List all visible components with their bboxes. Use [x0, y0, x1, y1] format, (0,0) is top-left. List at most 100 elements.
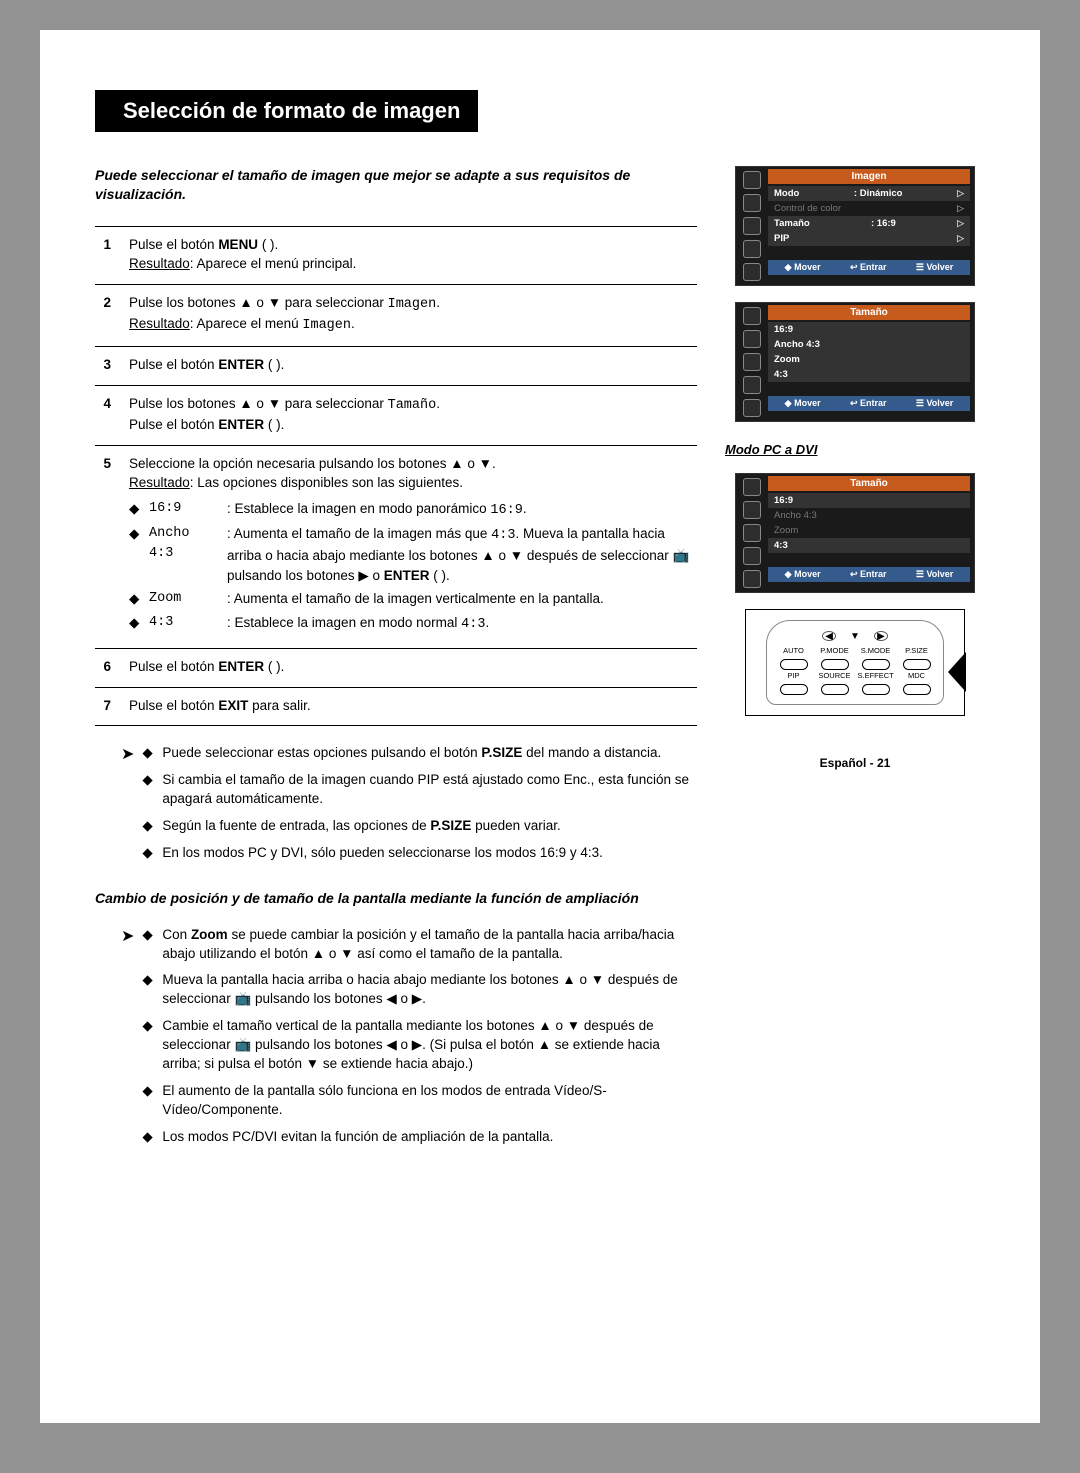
- osd-line: Ancho 4:3: [768, 508, 970, 523]
- osd-icon: [743, 353, 761, 371]
- step-body: Seleccione la opción necesaria pulsando …: [129, 454, 697, 639]
- step-number: 7: [95, 696, 111, 716]
- remote-button: [903, 684, 931, 695]
- tip-item: ◆Si cambia el tamaño de la imagen cuando…: [142, 771, 697, 809]
- step-7: 7 Pulse el botón EXIT para salir.: [95, 687, 697, 726]
- osd-line: Tamaño: 16:9▷: [768, 216, 970, 231]
- remote-button: [780, 659, 808, 670]
- steps-list: 1 Pulse el botón MENU ( ). Resultado: Ap…: [95, 226, 697, 727]
- osd-icon: [743, 570, 761, 588]
- osd-icon: [743, 263, 761, 281]
- tip-marker: ➤: [121, 744, 134, 870]
- right-column: Imagen Modo: Dinámico▷ Control de color▷…: [725, 166, 985, 1155]
- step-number: 6: [95, 657, 111, 677]
- osd-icon: [743, 240, 761, 258]
- option-zoom: ◆ Zoom : Aumenta el tamaño de la imagen …: [129, 589, 697, 609]
- osd-body: Tamaño 16:9 Ancho 4:3 Zoom 4:3 ◆ Mover ↩…: [766, 305, 972, 419]
- step-body: Pulse el botón ENTER ( ).: [129, 355, 697, 375]
- step-number: 2: [95, 293, 111, 336]
- remote-row1-labels: AUTO P.MODE S.MODE P.SIZE: [773, 646, 937, 655]
- dvi-caption: Modo PC a DVI: [725, 442, 817, 457]
- osd-body: Imagen Modo: Dinámico▷ Control de color▷…: [766, 169, 972, 283]
- remote-row1-buttons: [773, 659, 937, 670]
- remote-row2-buttons: [773, 684, 937, 695]
- step-6: 6 Pulse el botón ENTER ( ).: [95, 648, 697, 687]
- tip-list: ◆Puede seleccionar estas opciones pulsan…: [142, 744, 697, 870]
- tips-block-2: ➤ ◆Con Zoom se puede cambiar la posición…: [121, 926, 697, 1155]
- osd-line: 16:9: [768, 322, 970, 337]
- osd-icon: [743, 524, 761, 542]
- option-ancho43: ◆ Ancho 4:3 : Aumenta el tamaño de la im…: [129, 524, 697, 585]
- tip-item: ◆Puede seleccionar estas opciones pulsan…: [142, 744, 697, 763]
- option-169: ◆ 16:9 : Establece la imagen en modo pan…: [129, 499, 697, 521]
- pointer-triangle-icon: [948, 652, 966, 692]
- osd-icon: [743, 171, 761, 189]
- osd-line: Zoom: [768, 352, 970, 367]
- osd-line: 4:3: [768, 538, 970, 553]
- step-5: 5 Seleccione la opción necesaria pulsand…: [95, 445, 697, 649]
- subheading: Cambio de posición y de tamaño de la pan…: [95, 889, 697, 908]
- osd-icon: [743, 307, 761, 325]
- osd-body: Tamaño 16:9 Ancho 4:3 Zoom 4:3 ◆ Mover ↩…: [766, 476, 972, 590]
- osd-icon: [743, 399, 761, 417]
- tip-item: ◆Cambie el tamaño vertical de la pantall…: [142, 1017, 697, 1074]
- step-body: Pulse el botón MENU ( ). Resultado: Apar…: [129, 235, 697, 274]
- osd-tamano-menu: Tamaño 16:9 Ancho 4:3 Zoom 4:3 ◆ Mover ↩…: [735, 302, 975, 422]
- option-43: ◆ 4:3 : Establece la imagen en modo norm…: [129, 613, 697, 635]
- step-body: Pulse el botón ENTER ( ).: [129, 657, 697, 677]
- left-column: Puede seleccionar el tamaño de imagen qu…: [95, 166, 697, 1155]
- osd-icon: [743, 330, 761, 348]
- osd-icon: [743, 547, 761, 565]
- osd-icon-strip: [738, 305, 766, 419]
- osd-line: 4:3: [768, 367, 970, 382]
- step-number: 3: [95, 355, 111, 375]
- remote-button: [903, 659, 931, 670]
- osd-icon-strip: [738, 476, 766, 590]
- osd-line: 16:9: [768, 493, 970, 508]
- osd-line: Modo: Dinámico▷: [768, 186, 970, 201]
- osd-icon-strip: [738, 169, 766, 283]
- step-4: 4 Pulse los botones ▲ o ▼ para seleccion…: [95, 385, 697, 445]
- remote-button: [821, 659, 849, 670]
- step-body: Pulse el botón EXIT para salir.: [129, 696, 697, 716]
- step-number: 5: [95, 454, 111, 639]
- step-1: 1 Pulse el botón MENU ( ). Resultado: Ap…: [95, 226, 697, 284]
- osd-tamano-dvi-menu: Tamaño 16:9 Ancho 4:3 Zoom 4:3 ◆ Mover ↩…: [735, 473, 975, 593]
- step-body: Pulse los botones ▲ o ▼ para seleccionar…: [129, 394, 697, 435]
- columns: Puede seleccionar el tamaño de imagen qu…: [95, 166, 985, 1155]
- tip-item: ◆Según la fuente de entrada, las opcione…: [142, 817, 697, 836]
- tip-item: ◆Los modos PC/DVI evitan la función de a…: [142, 1128, 697, 1147]
- osd-line: Control de color▷: [768, 201, 970, 216]
- manual-page: Selección de formato de imagen Puede sel…: [40, 30, 1040, 1423]
- osd-line: PIP▷: [768, 231, 970, 246]
- osd-icon: [743, 194, 761, 212]
- osd-footer: ◆ Mover ↩ Entrar ☰ Volver: [768, 396, 970, 411]
- osd-line: Zoom: [768, 523, 970, 538]
- step-2: 2 Pulse los botones ▲ o ▼ para seleccion…: [95, 284, 697, 346]
- nav-arrows: ◀▼▶: [773, 631, 937, 642]
- osd-icon: [743, 217, 761, 235]
- remote-button: [862, 659, 890, 670]
- remote-body: ◀▼▶ AUTO P.MODE S.MODE P.SIZE PIP: [766, 620, 944, 705]
- tip-marker: ➤: [121, 926, 134, 1155]
- remote-row2-labels: PIP SOURCE S.EFFECT MDC: [773, 671, 937, 680]
- osd-icon: [743, 501, 761, 519]
- osd-title: Tamaño: [768, 305, 970, 320]
- osd-footer: ◆ Mover ↩ Entrar ☰ Volver: [768, 567, 970, 582]
- osd-imagen-menu: Imagen Modo: Dinámico▷ Control de color▷…: [735, 166, 975, 286]
- step-body: Pulse los botones ▲ o ▼ para seleccionar…: [129, 293, 697, 336]
- page-footer: Español - 21: [820, 756, 891, 770]
- osd-icon: [743, 478, 761, 496]
- tip-item: ◆Mueva la pantalla hacia arriba o hacia …: [142, 971, 697, 1009]
- remote-button: [821, 684, 849, 695]
- tip-list: ◆Con Zoom se puede cambiar la posición y…: [142, 926, 697, 1155]
- step-number: 1: [95, 235, 111, 274]
- tips-block-1: ➤ ◆Puede seleccionar estas opciones puls…: [121, 744, 697, 870]
- step-3: 3 Pulse el botón ENTER ( ).: [95, 346, 697, 385]
- option-list: ◆ 16:9 : Establece la imagen en modo pan…: [129, 499, 697, 634]
- intro-text: Puede seleccionar el tamaño de imagen qu…: [95, 166, 697, 204]
- osd-title: Tamaño: [768, 476, 970, 491]
- remote-button: [780, 684, 808, 695]
- page-title: Selección de formato de imagen: [95, 90, 478, 132]
- step-number: 4: [95, 394, 111, 435]
